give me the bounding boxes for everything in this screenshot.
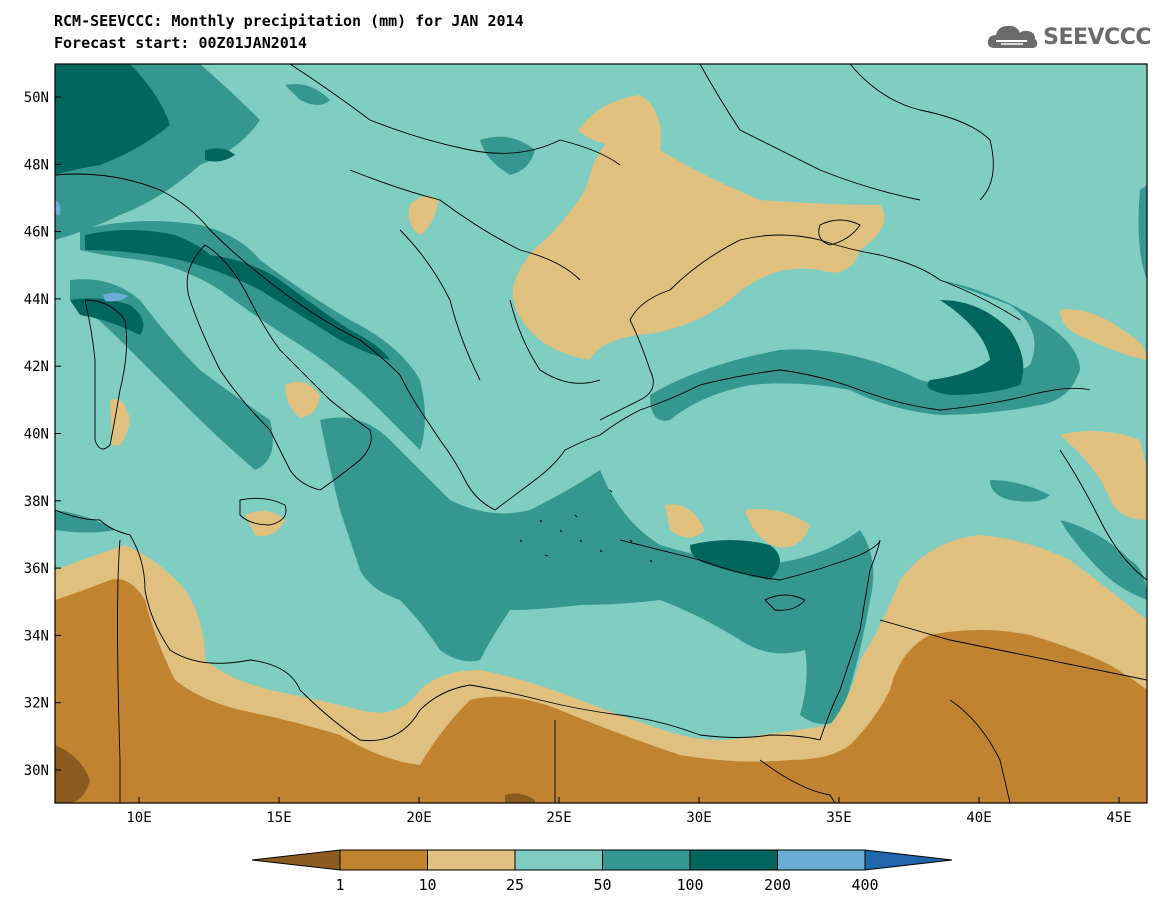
dry-area-anatolia-2 [745, 509, 810, 548]
precipitation-field [55, 64, 1147, 803]
dry-area-anatolia-1 [665, 504, 705, 538]
colorbar-segment [251, 849, 341, 871]
wet-area-zagros [1060, 520, 1147, 600]
extreme-dry-area-2 [505, 793, 535, 803]
colorbar-segment [514, 849, 603, 871]
colorbar-segment [777, 849, 866, 871]
extreme-wet-area-2 [55, 200, 61, 215]
lat-tick-label: 42N [24, 359, 49, 375]
wet-area-east [990, 480, 1050, 502]
colorbar: 1 10 25 50 100 200 400 [251, 849, 953, 894]
colorbar-label: 200 [764, 876, 791, 894]
dry-area-north [578, 95, 643, 144]
wet-area-north [285, 84, 330, 105]
very-wet-area-alps [55, 64, 170, 175]
very-wet-area-ligurian [70, 298, 144, 335]
forecast-start-label: Forecast start: 00Z01JAN2014 [54, 34, 307, 52]
lat-tick-label: 44N [24, 292, 49, 308]
latitude-axis: 50N 48N 46N 44N 42N 40N 38N 36N 34N 32N 30N [24, 90, 61, 779]
lon-tick-label: 40E [966, 810, 991, 826]
lon-tick-label: 10E [126, 810, 151, 826]
colorbar-segment [339, 849, 428, 871]
lat-tick-label: 40N [24, 427, 49, 443]
dry-area-sardinia [110, 399, 130, 446]
lon-tick-label: 30E [686, 810, 711, 826]
wet-area-carpathians [480, 136, 535, 175]
extreme-wet-area [103, 292, 128, 302]
cloud-icon [988, 25, 1038, 48]
dry-area-hungary [408, 196, 438, 235]
extreme-dry-area [55, 745, 90, 803]
colorbar-label: 10 [418, 876, 436, 894]
wet-area-caspian [1138, 185, 1147, 280]
desert-area [55, 579, 1147, 803]
very-wet-area-croatia [85, 230, 390, 360]
lon-tick-label: 20E [406, 810, 431, 826]
lat-tick-label: 50N [24, 90, 49, 106]
very-wet-area-caucasus [927, 300, 1024, 395]
lat-tick-label: 38N [24, 494, 49, 510]
dry-area-caucasus [1060, 309, 1147, 360]
lon-tick-label: 35E [826, 810, 851, 826]
colorbar-label: 100 [676, 876, 703, 894]
colorbar-segment [602, 849, 691, 871]
lon-tick-label: 25E [546, 810, 571, 826]
colorbar-segment [427, 849, 516, 871]
colorbar-segment [689, 849, 778, 871]
lat-tick-label: 36N [24, 561, 49, 577]
dry-area-sicily [245, 511, 285, 536]
lat-tick-label: 30N [24, 763, 49, 779]
colorbar-label: 400 [851, 876, 878, 894]
wet-area-tyrrhenian [70, 279, 273, 470]
wet-area-ionian-aegean [320, 417, 874, 724]
colorbar-label: 25 [506, 876, 524, 894]
map-title: RCM-SEEVCCC: Monthly precipitation (mm) … [54, 12, 524, 30]
lon-tick-label: 45E [1106, 810, 1131, 826]
coastlines [55, 64, 1147, 803]
lat-tick-label: 46N [24, 225, 49, 241]
lat-tick-label: 34N [24, 628, 49, 644]
very-wet-area-small [205, 148, 235, 162]
colorbar-segment [864, 849, 953, 871]
dry-area-ukraine [512, 95, 885, 360]
longitude-axis: 10E 15E 20E 25E 30E 35E 40E 45E [126, 797, 1132, 826]
colorbar-label: 1 [335, 876, 344, 894]
lat-tick-label: 48N [24, 157, 49, 173]
lat-tick-label: 32N [24, 696, 49, 712]
very-wet-area-taurus [690, 540, 780, 580]
logo-text: SEEVCCC [1043, 24, 1151, 50]
colorbar-label: 50 [593, 876, 611, 894]
dry-area-east-turkey [1060, 431, 1147, 520]
seevccc-logo: SEEVCCC [987, 22, 1151, 52]
dry-area-italy [285, 381, 320, 418]
lon-tick-label: 15E [266, 810, 291, 826]
